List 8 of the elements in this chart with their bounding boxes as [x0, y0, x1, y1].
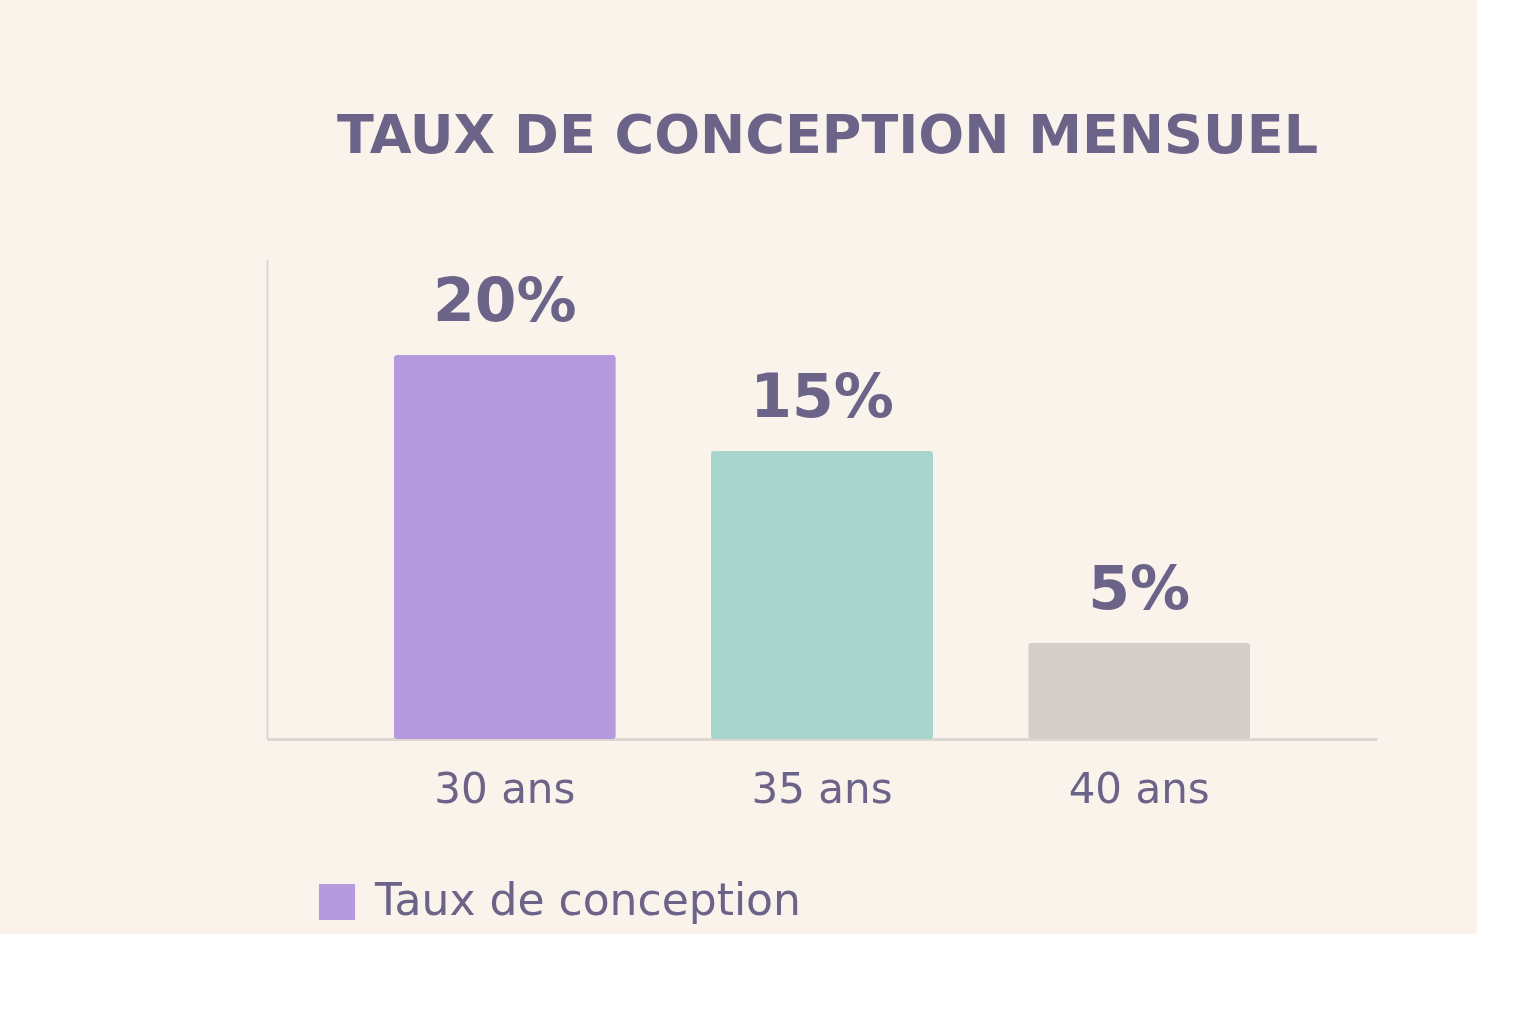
data-label: 20%	[433, 265, 577, 335]
legend-label: Taux de conception	[374, 874, 801, 925]
data-label: 5%	[1088, 553, 1191, 623]
data-label: 15%	[750, 361, 894, 431]
x-tick-label: 35 ans	[751, 763, 893, 813]
chart-title: TAUX DE CONCEPTION MENSUEL	[337, 103, 1319, 166]
x-tick-label: 30 ans	[434, 763, 576, 813]
x-tick-label: 40 ans	[1068, 763, 1210, 813]
